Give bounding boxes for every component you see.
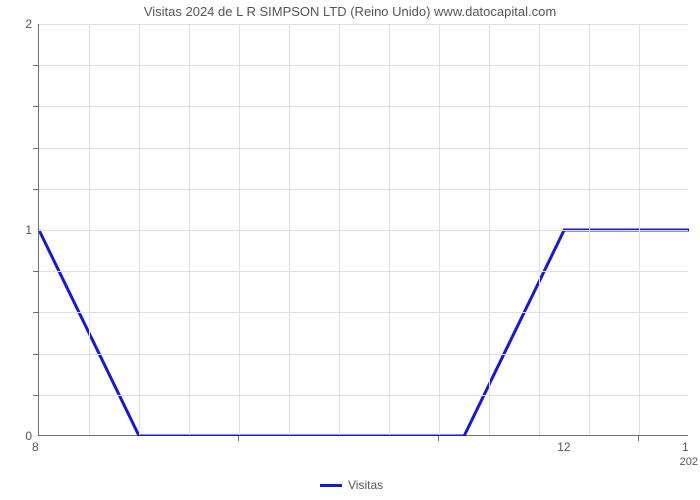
y-axis-minor-tick xyxy=(33,271,38,272)
corner-year-label: 202 xyxy=(680,456,698,468)
plot-area xyxy=(38,24,688,436)
legend-swatch xyxy=(320,484,342,487)
y-axis-tick-label: 1 xyxy=(18,223,32,237)
y-axis-minor-tick xyxy=(33,65,38,66)
grid-line-horizontal xyxy=(39,148,688,149)
grid-line-horizontal xyxy=(39,312,688,313)
y-axis-tick-label: 0 xyxy=(18,429,32,443)
chart-container: Visitas 2024 de L R SIMPSON LTD (Reino U… xyxy=(0,0,700,500)
y-axis-tick-label: 2 xyxy=(18,17,32,31)
y-axis-minor-tick xyxy=(33,148,38,149)
grid-line-horizontal xyxy=(39,230,688,231)
x-axis-minor-tick xyxy=(438,436,439,441)
grid-line-horizontal xyxy=(39,189,688,190)
x-axis-tick-label: 1 xyxy=(682,440,689,454)
x-axis-tick-label: 8 xyxy=(32,440,39,454)
grid-line-horizontal xyxy=(39,395,688,396)
y-axis-minor-tick xyxy=(33,354,38,355)
y-axis-minor-tick xyxy=(33,312,38,313)
chart-title: Visitas 2024 de L R SIMPSON LTD (Reino U… xyxy=(0,4,700,19)
grid-line-horizontal xyxy=(39,354,688,355)
y-axis-minor-tick xyxy=(33,189,38,190)
y-axis-minor-tick xyxy=(33,395,38,396)
grid-line-horizontal xyxy=(39,106,688,107)
y-axis-minor-tick xyxy=(33,106,38,107)
legend: Visitas xyxy=(320,478,383,492)
x-axis-minor-tick xyxy=(238,436,239,441)
x-axis-minor-tick xyxy=(638,436,639,441)
legend-label: Visitas xyxy=(348,478,383,492)
grid-line-horizontal xyxy=(39,271,688,272)
grid-line-horizontal xyxy=(39,24,688,25)
x-axis-tick-label: 12 xyxy=(557,440,570,454)
grid-line-horizontal xyxy=(39,65,688,66)
